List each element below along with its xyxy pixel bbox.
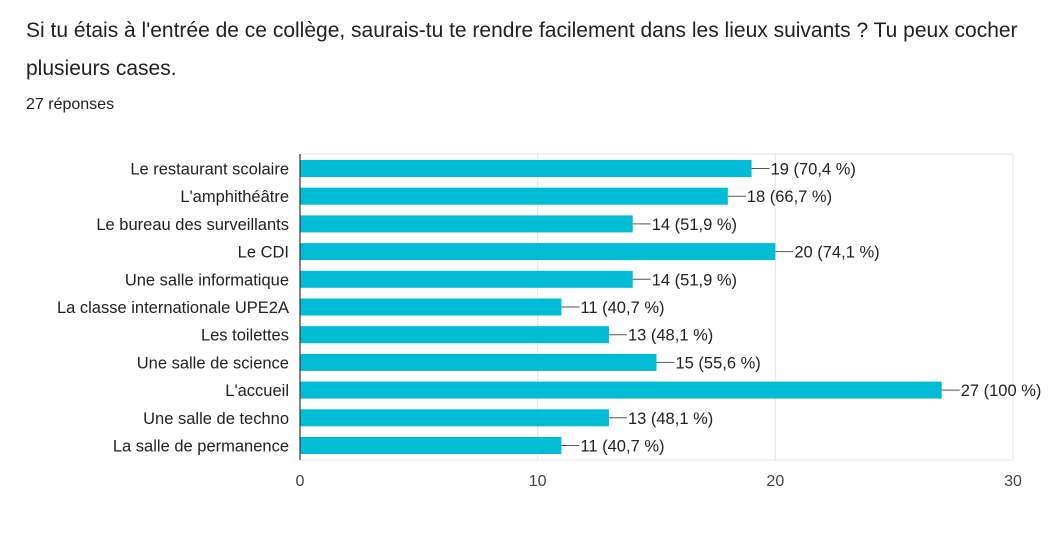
data-label: 11 (40,7 %): [580, 438, 664, 456]
question-title: Si tu étais à l'entrée de ce collège, sa…: [26, 19, 1018, 80]
bar: [300, 298, 562, 316]
bar: [300, 353, 657, 371]
bar: [300, 409, 609, 427]
category-label: Les toilettes: [201, 327, 289, 345]
response-count: 27 réponses: [26, 96, 115, 113]
x-tick-label: 30: [1004, 473, 1022, 490]
category-label: Le bureau des surveillants: [96, 216, 289, 234]
category-label: Le restaurant scolaire: [130, 161, 289, 179]
data-label: 14 (51,9 %): [652, 271, 737, 289]
bar: [300, 243, 776, 261]
x-tick-label: 10: [529, 473, 547, 490]
bars: [300, 160, 942, 454]
labels: 19 (70,4 %) Le restaurant scolaire 18 (66,…: [57, 161, 1041, 456]
category-label: La salle de permanence: [113, 438, 289, 456]
bar: [300, 270, 633, 288]
category-label: La classe internationale UPE2A: [57, 299, 289, 317]
data-label: 14 (51,9 %): [652, 216, 737, 234]
data-label: 15 (55,6 %): [676, 354, 761, 372]
category-label: Une salle de science: [137, 354, 289, 372]
category-label: Une salle informatique: [125, 271, 289, 289]
axis: 0 10 20 30: [296, 154, 1022, 490]
data-label: 13 (48,1 %): [628, 327, 713, 345]
bar: [300, 381, 942, 399]
category-label: L'amphithéâtre: [180, 188, 289, 206]
x-tick-label: 20: [766, 473, 784, 490]
bar: [300, 187, 728, 205]
category-label: L'accueil: [225, 382, 289, 400]
data-label: 27 (100 %): [961, 382, 1042, 400]
bar: [300, 326, 609, 344]
bar: [300, 160, 752, 177]
category-label: Le CDI: [238, 244, 289, 262]
data-label: 20 (74,1 %): [794, 244, 879, 262]
x-tick-label: 0: [296, 473, 305, 490]
category-label: Une salle de techno: [143, 410, 289, 428]
bar: [300, 437, 562, 454]
data-label: 11 (40,7 %): [580, 299, 664, 317]
bar: [300, 215, 633, 233]
data-label: 18 (66,7 %): [747, 188, 832, 206]
data-label: 13 (48,1 %): [628, 410, 713, 428]
data-label: 19 (70,4 %): [771, 161, 856, 179]
